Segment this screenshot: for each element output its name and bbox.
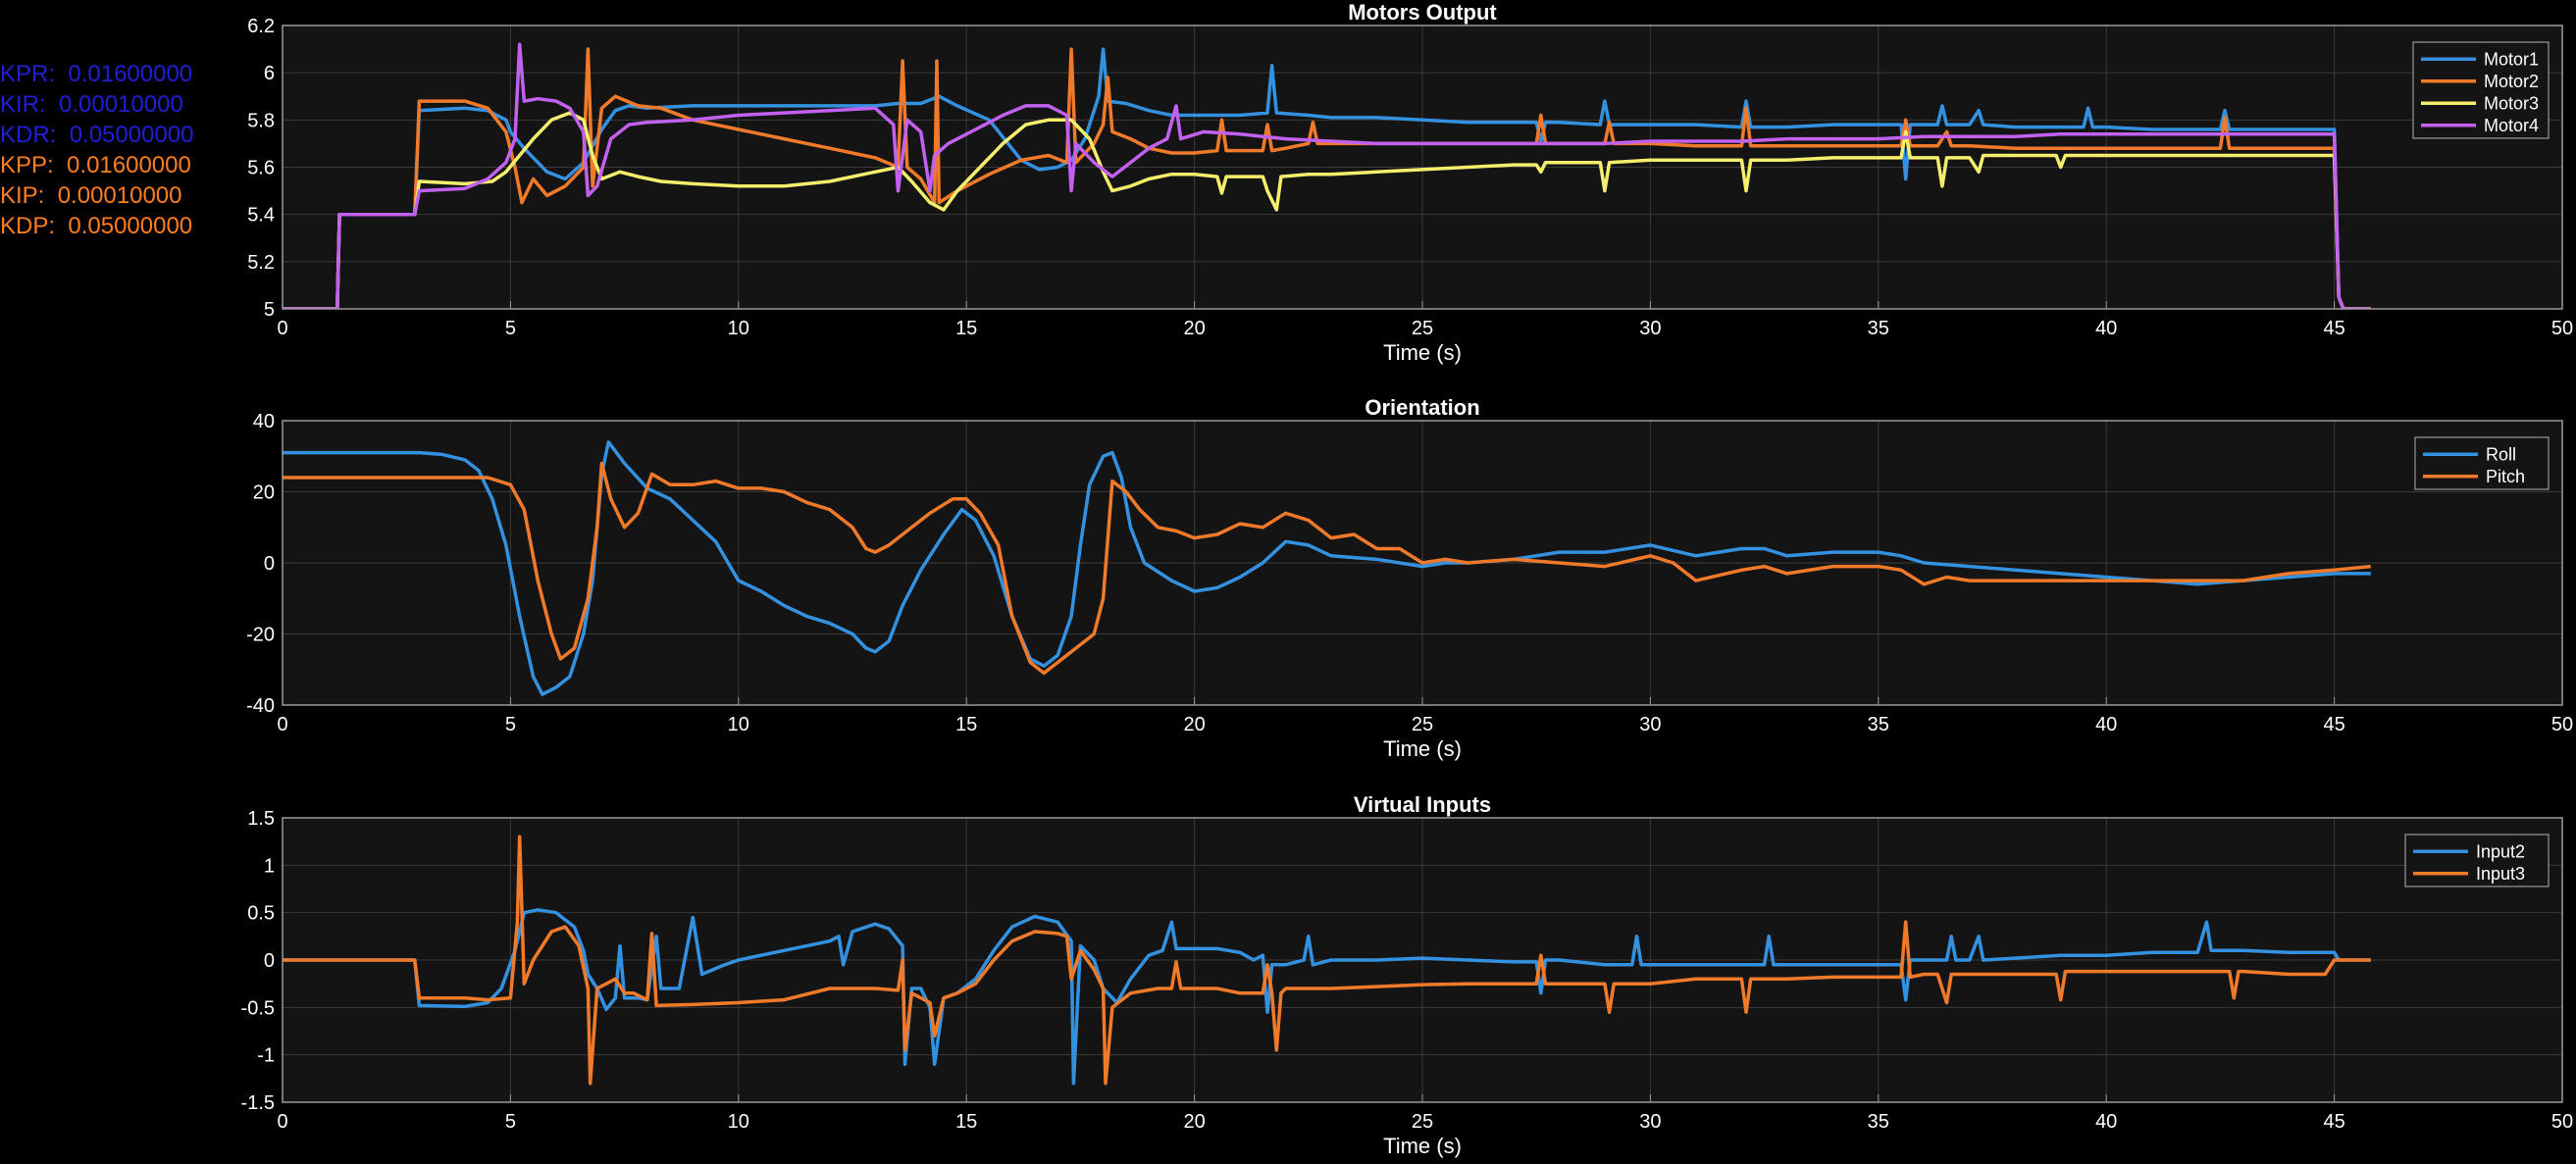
legend: Roll Pitch bbox=[2414, 436, 2550, 490]
x-tick-label: 15 bbox=[955, 1111, 977, 1133]
x-tick-label: 40 bbox=[2095, 1111, 2117, 1133]
parameter-panel: KPR: 0.01600000 KIR: 0.00010000 KDR: 0.0… bbox=[0, 59, 265, 241]
chart-title: Orientation bbox=[1365, 395, 1479, 420]
y-tick-label: 0.5 bbox=[247, 903, 275, 925]
x-tick-label: 50 bbox=[2551, 318, 2573, 339]
x-tick-label: 40 bbox=[2095, 714, 2117, 735]
x-tick-label: 5 bbox=[505, 714, 516, 735]
x-tick-label: 25 bbox=[1412, 1111, 1433, 1133]
y-tick-label: 40 bbox=[253, 411, 275, 432]
legend: Motor1 Motor2 Motor3 Motor4 bbox=[2412, 41, 2550, 139]
y-tick-label: 0 bbox=[264, 950, 275, 972]
x-tick-label: 0 bbox=[277, 714, 287, 735]
x-tick-label: 25 bbox=[1412, 318, 1433, 339]
legend: Input2 Input3 bbox=[2404, 834, 2550, 887]
series-line-pitch bbox=[283, 461, 2371, 676]
legend-entry-input3: Input3 bbox=[2476, 864, 2525, 884]
x-tick-label: 50 bbox=[2551, 714, 2573, 735]
series-line-input3 bbox=[283, 835, 2371, 1086]
series-line-motor2 bbox=[283, 47, 2371, 309]
legend-box bbox=[2414, 436, 2550, 490]
x-tick-label: 50 bbox=[2551, 1111, 2573, 1133]
x-tick-label: 20 bbox=[1183, 318, 1205, 339]
x-tick-label: 15 bbox=[955, 714, 977, 735]
y-tick-label: 1 bbox=[264, 855, 275, 877]
y-tick-label: -0.5 bbox=[241, 997, 275, 1019]
legend-entry-input2: Input2 bbox=[2476, 841, 2525, 861]
param-kpp: KPP: 0.01600000 bbox=[0, 152, 191, 178]
y-tick-label: -20 bbox=[246, 625, 275, 646]
y-tick-label: 5.8 bbox=[247, 110, 275, 131]
param-kdr: KDR: 0.05000000 bbox=[0, 122, 194, 148]
x-axis-label: Time (s) bbox=[1383, 340, 1462, 365]
y-tick-label: 0 bbox=[264, 553, 275, 575]
x-axis-label: Time (s) bbox=[1383, 736, 1462, 761]
chart-1: 0 5 10 15 20 25 30 35 40 45 5055.25.45.65.866.2Mot… bbox=[247, 0, 2573, 365]
x-tick-label: 5 bbox=[505, 1111, 516, 1133]
legend-entry-motor3: Motor3 bbox=[2484, 93, 2539, 113]
chart-title: Motors Output bbox=[1348, 0, 1497, 25]
x-tick-label: 5 bbox=[505, 318, 516, 339]
x-tick-label: 45 bbox=[2323, 714, 2344, 735]
x-tick-label: 30 bbox=[1639, 1111, 1661, 1133]
y-tick-label: 6.2 bbox=[247, 16, 275, 37]
param-kpr: KPR: 0.01600000 bbox=[0, 61, 193, 87]
x-tick-label: 0 bbox=[277, 318, 287, 339]
y-tick-label: -1 bbox=[257, 1045, 275, 1067]
x-tick-label: 10 bbox=[728, 714, 749, 735]
x-tick-label: 40 bbox=[2095, 318, 2117, 339]
x-tick-label: 45 bbox=[2323, 1111, 2344, 1133]
x-tick-label: 0 bbox=[277, 1111, 287, 1133]
chart-3: 0 5 10 15 20 25 30 35 40 45 50 -1.5 -1 -0.5 0 0.5 1 1.5 Vi… bbox=[241, 792, 2574, 1158]
x-axis-label: Time (s) bbox=[1383, 1134, 1462, 1158]
x-tick-label: 20 bbox=[1183, 1111, 1205, 1133]
y-tick-label: 5 bbox=[264, 299, 275, 321]
y-tick-label: 20 bbox=[253, 482, 275, 504]
chart-title: Virtual Inputs bbox=[1354, 792, 1491, 817]
param-kip: KIP: 0.00010000 bbox=[0, 182, 182, 209]
x-tick-label: 10 bbox=[728, 318, 749, 339]
legend-entry-motor2: Motor2 bbox=[2484, 72, 2539, 91]
series-line-roll bbox=[283, 440, 2371, 696]
legend-box bbox=[2404, 834, 2550, 887]
legend-entry-pitch: Pitch bbox=[2486, 467, 2525, 486]
series-line-motor4 bbox=[283, 42, 2371, 309]
x-tick-label: 25 bbox=[1412, 714, 1433, 735]
legend-entry-motor1: Motor1 bbox=[2484, 49, 2539, 69]
y-tick-label: -1.5 bbox=[241, 1092, 275, 1114]
param-kdp: KDP: 0.05000000 bbox=[0, 213, 193, 239]
x-tick-label: 15 bbox=[955, 318, 977, 339]
legend-entry-roll: Roll bbox=[2486, 444, 2516, 464]
x-tick-label: 35 bbox=[1868, 1111, 1889, 1133]
y-tick-label: -40 bbox=[246, 695, 275, 717]
y-tick-label: 5.4 bbox=[247, 205, 275, 227]
param-kir: KIR: 0.00010000 bbox=[0, 91, 183, 118]
x-tick-label: 30 bbox=[1639, 714, 1661, 735]
y-tick-label: 5.2 bbox=[247, 252, 275, 274]
x-tick-label: 35 bbox=[1868, 714, 1889, 735]
x-tick-label: 30 bbox=[1639, 318, 1661, 339]
series-line-motor3 bbox=[283, 111, 2371, 309]
y-tick-label: 5.6 bbox=[247, 158, 275, 179]
x-tick-label: 10 bbox=[728, 1111, 749, 1133]
legend-entry-motor4: Motor4 bbox=[2484, 116, 2539, 135]
y-tick-label: 1.5 bbox=[247, 808, 275, 830]
x-tick-label: 45 bbox=[2323, 318, 2344, 339]
y-tick-label: 6 bbox=[264, 63, 275, 84]
x-tick-label: 35 bbox=[1868, 318, 1889, 339]
series-line-motor1 bbox=[283, 47, 2371, 309]
x-tick-label: 20 bbox=[1183, 714, 1205, 735]
chart-2: 0 5 10 15 20 25 30 35 40 45 50 -40 -20 0 20 40 Orientati… bbox=[246, 395, 2573, 761]
